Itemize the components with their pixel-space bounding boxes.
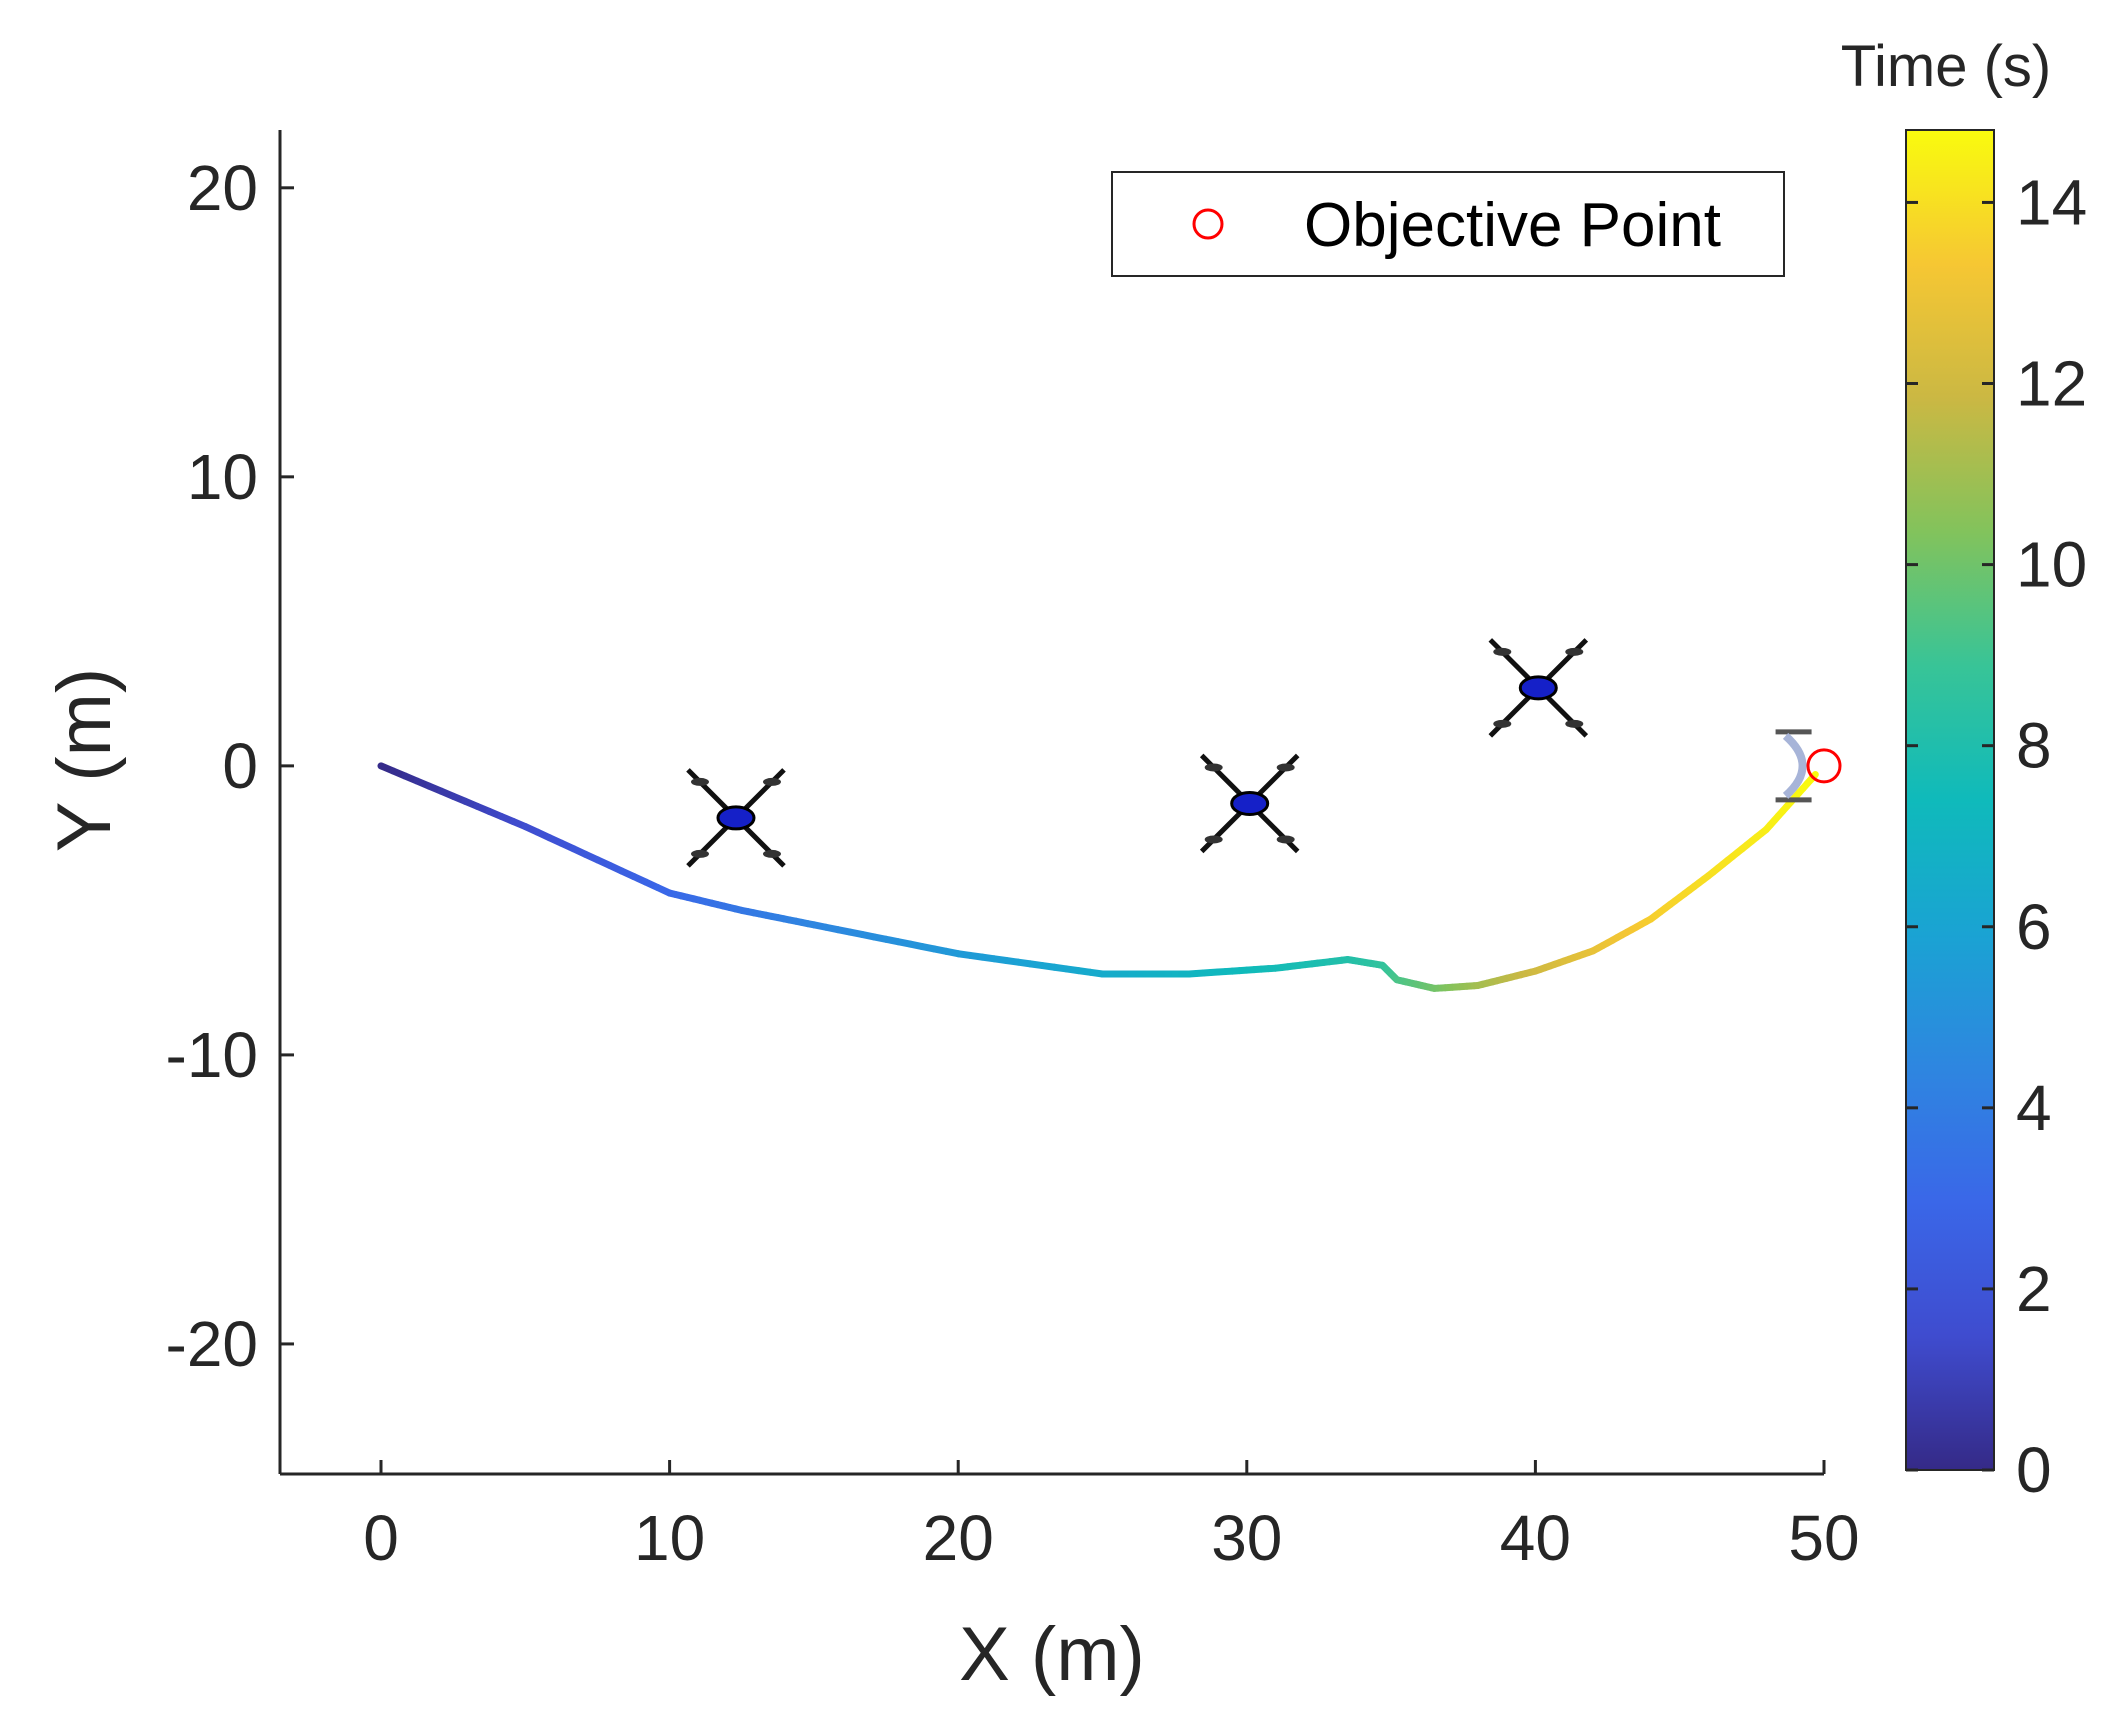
x-tick-label: 20 [923, 1502, 994, 1574]
x-axis-title: X (m) [959, 1612, 1145, 1697]
y-tick-label: -10 [166, 1019, 259, 1091]
colorbar-tick-label: 4 [2016, 1072, 2052, 1144]
colorbar-tick-label: 6 [2016, 891, 2052, 963]
legend-entry-objective-point: Objective Point [1304, 191, 1721, 260]
x-tick-label: 40 [1500, 1502, 1571, 1574]
colorbar-tick-label: 12 [2016, 348, 2087, 420]
drone-icon [1199, 753, 1300, 854]
y-tick-label: -20 [166, 1308, 259, 1380]
legend-marker-circle-icon [1192, 208, 1224, 240]
trajectory-series [377, 762, 1819, 992]
markers [1806, 748, 1842, 784]
drone-end-icon [1775, 729, 1812, 803]
y-tick-label: 0 [222, 730, 258, 802]
drone-icon [686, 768, 786, 868]
colorbar-tick-label: 14 [2016, 166, 2087, 238]
colorbar-title: Time (s) [1841, 34, 2051, 99]
colorbar-tick-label: 0 [2016, 1434, 2052, 1506]
objective-point-marker [1806, 748, 1842, 784]
y-ticks: -20 -10 0 10 20 [166, 152, 294, 1380]
y-tick-label: 10 [187, 441, 258, 513]
x-tick-label: 30 [1211, 1502, 1282, 1574]
obstacles [686, 638, 1812, 868]
x-ticks: 0 10 20 30 40 50 [363, 1460, 1860, 1574]
y-axis-title: Y (m) [42, 668, 127, 852]
x-tick-label: 50 [1788, 1502, 1859, 1574]
y-tick-label: 20 [187, 152, 258, 224]
legend-box [1111, 171, 1785, 277]
colorbar-gradient [1905, 129, 1995, 1471]
axes: 0 10 20 30 40 50 -20 -10 0 10 20 X (m) Y (m) [42, 130, 1860, 1697]
x-tick-label: 10 [634, 1502, 705, 1574]
colorbar: Time (s) 0 2 4 6 8 10 12 14 [1841, 34, 2087, 1506]
drone-icon [1488, 638, 1589, 738]
legend: Objective Point [1111, 171, 1785, 277]
colorbar-tick-label: 2 [2016, 1253, 2052, 1325]
colorbar-tick-label: 10 [2016, 529, 2087, 601]
x-tick-label: 0 [363, 1502, 399, 1574]
colorbar-ticks: 0 2 4 6 8 10 12 14 [1906, 166, 2087, 1506]
colorbar-tick-label: 8 [2016, 710, 2052, 782]
